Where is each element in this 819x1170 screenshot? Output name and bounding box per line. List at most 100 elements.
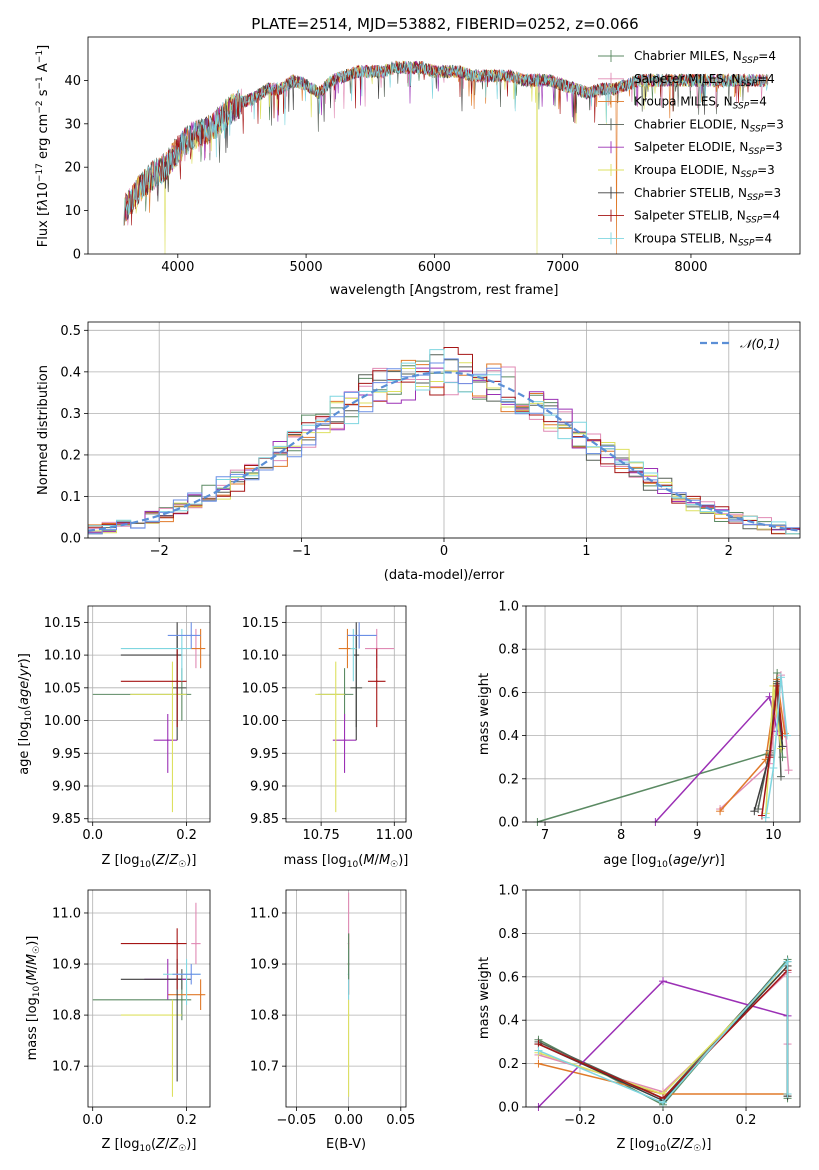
- x-tick-label: 2: [725, 544, 733, 559]
- axes-frame: [285, 889, 407, 1108]
- data-point: [347, 1014, 350, 1016]
- y-tick-label: 10.15: [242, 616, 279, 631]
- mass-z-xlabel: Z [log10(Z/Z☉)]: [102, 1137, 197, 1154]
- weight-vs-age-panel: 7 8 9 10 0.0 0.2 0.4 0.6 0.8 1.0: [498, 600, 801, 843]
- x-tick-label: 0.0: [653, 1113, 674, 1128]
- y-tick-label: 0.3: [60, 407, 81, 422]
- spectrum-ylabel: Flux [fλ10−17 erg cm−2 s−1 A−1]: [35, 45, 51, 247]
- x-tick-label: −0.05: [277, 1113, 317, 1128]
- data-point: [199, 647, 202, 650]
- x-tick-label: 0: [440, 544, 448, 559]
- x-tick-label: 0.05: [386, 1113, 415, 1128]
- y-tick-label: 11.0: [52, 906, 81, 921]
- data-point: [334, 693, 337, 696]
- x-tick-label: 7: [541, 828, 549, 843]
- x-tick-label: 5000: [290, 260, 323, 275]
- legend-entry: Kroupa ELODIE, NSSP=3: [634, 163, 775, 180]
- data-point: [347, 963, 350, 965]
- data-point: [171, 1014, 174, 1016]
- y-tick-label: 10.8: [250, 1009, 279, 1024]
- y-tick-label: 0.6: [498, 686, 519, 701]
- y-tick-label: 0.4: [498, 1014, 519, 1029]
- y-tick-label: 10.10: [242, 649, 279, 664]
- x-tick-label: 0.00: [334, 1113, 363, 1128]
- mass-z-ylabel: mass [log10(M/M☉)]: [25, 936, 42, 1061]
- x-tick-label: 9: [693, 828, 701, 843]
- x-tick-label: 10: [765, 828, 782, 843]
- data-point: [180, 998, 183, 1001]
- data-point: [180, 647, 183, 650]
- y-tick-label: 0.8: [498, 643, 519, 658]
- x-tick-label: 0.2: [736, 1113, 757, 1128]
- spectrum-panel: 4000 5000 6000 7000 8000 0 10 20 30 40 Chabrier MI…: [64, 36, 801, 275]
- x-tick-label: 10.75: [303, 828, 340, 843]
- legend-entry: Kroupa STELIB, NSSP=4: [634, 231, 772, 248]
- age-vs-mass-panel: 10.75 11.00 9.85 9.90 9.95 10.00 10.05 10.10 10.…: [242, 605, 413, 843]
- weight-series: [765, 677, 788, 818]
- y-tick-label: 10.10: [44, 649, 81, 664]
- data-point: [176, 942, 179, 945]
- axes-frame: [87, 605, 211, 823]
- legend-entry: Chabrier MILES, NSSP=4: [634, 49, 776, 66]
- y-tick-label: 0.4: [60, 365, 81, 380]
- y-tick-label: 10.05: [242, 681, 279, 696]
- y-tick-label: 10.7: [52, 1060, 81, 1075]
- x-tick-label: 0.0: [82, 828, 103, 843]
- y-tick-label: 10.9: [250, 958, 279, 973]
- axes-frame: [87, 36, 801, 255]
- residual-histogram-panel: −2 −1 0 1 2 0.0 0.1 0.2 0.3 0.4 0.5 𝒩(0,1): [60, 321, 801, 559]
- legend-entry: Chabrier ELODIE, NSSP=3: [634, 117, 784, 134]
- legend-entry: Salpeter ELODIE, NSSP=3: [634, 140, 783, 157]
- data-point: [352, 647, 355, 650]
- weight-age-xlabel: age [log10(age/yr)]: [603, 853, 725, 870]
- age-z-xlabel: Z [log10(Z/Z☉)]: [102, 853, 197, 870]
- y-tick-label: 0.0: [498, 1101, 519, 1116]
- data-point: [171, 693, 174, 696]
- y-tick-label: 10.00: [44, 714, 81, 729]
- y-tick-label: 30: [64, 117, 81, 132]
- y-tick-label: 9.95: [52, 747, 81, 762]
- axes-frame: [87, 889, 211, 1108]
- y-tick-label: 9.85: [250, 812, 279, 827]
- mass-ebv-xlabel: E(B-V): [326, 1137, 366, 1152]
- y-tick-label: 10.00: [242, 714, 279, 729]
- y-tick-label: 0.2: [498, 772, 519, 787]
- histograms: [88, 347, 800, 535]
- legend-entry: 𝒩(0,1): [740, 337, 780, 351]
- data-point: [375, 680, 378, 683]
- data-point: [195, 942, 197, 945]
- age-z-ylabel: age [log10(age/yr)]: [17, 653, 34, 775]
- y-tick-label: 1.0: [498, 884, 519, 899]
- mass-vs-ebv-panel: −0.05 0.00 0.05 10.7 10.8 10.9 11.0: [250, 889, 415, 1128]
- histogram-xlabel: (data-model)/error: [384, 568, 505, 583]
- weight-age-ylabel: mass weight: [477, 673, 492, 755]
- axes-frame: [87, 321, 801, 539]
- y-tick-label: 0.2: [60, 448, 81, 463]
- legend-entry: Kroupa MILES, NSSP=4: [634, 95, 767, 112]
- weight-z-ylabel: mass weight: [477, 957, 492, 1039]
- y-tick-label: 0.2: [498, 1057, 519, 1072]
- weight-series: [537, 672, 784, 823]
- x-tick-label: 0.0: [82, 1113, 103, 1128]
- x-tick-label: 8000: [674, 260, 707, 275]
- x-tick-label: −0.2: [564, 1113, 596, 1128]
- y-tick-label: 10.8: [52, 1009, 81, 1024]
- x-tick-label: 0.2: [176, 1113, 197, 1128]
- y-tick-label: 1.0: [498, 600, 519, 615]
- x-tick-label: −1: [292, 544, 311, 559]
- y-tick-label: 20: [64, 161, 81, 176]
- y-tick-label: 9.90: [250, 780, 279, 795]
- data-point: [176, 680, 179, 683]
- axes-frame: [525, 605, 801, 823]
- y-tick-label: 0.4: [498, 729, 519, 744]
- y-tick-label: 10.9: [52, 958, 81, 973]
- y-tick-label: 10.05: [44, 681, 81, 696]
- weight-series: [761, 685, 784, 816]
- y-tick-label: 9.90: [52, 780, 81, 795]
- axes-frame: [285, 605, 407, 823]
- data-point: [199, 993, 202, 996]
- data-point: [343, 739, 346, 742]
- y-tick-label: 0: [73, 248, 81, 263]
- x-tick-label: −2: [150, 544, 169, 559]
- legend-entry: Salpeter MILES, NSSP=4: [634, 72, 775, 89]
